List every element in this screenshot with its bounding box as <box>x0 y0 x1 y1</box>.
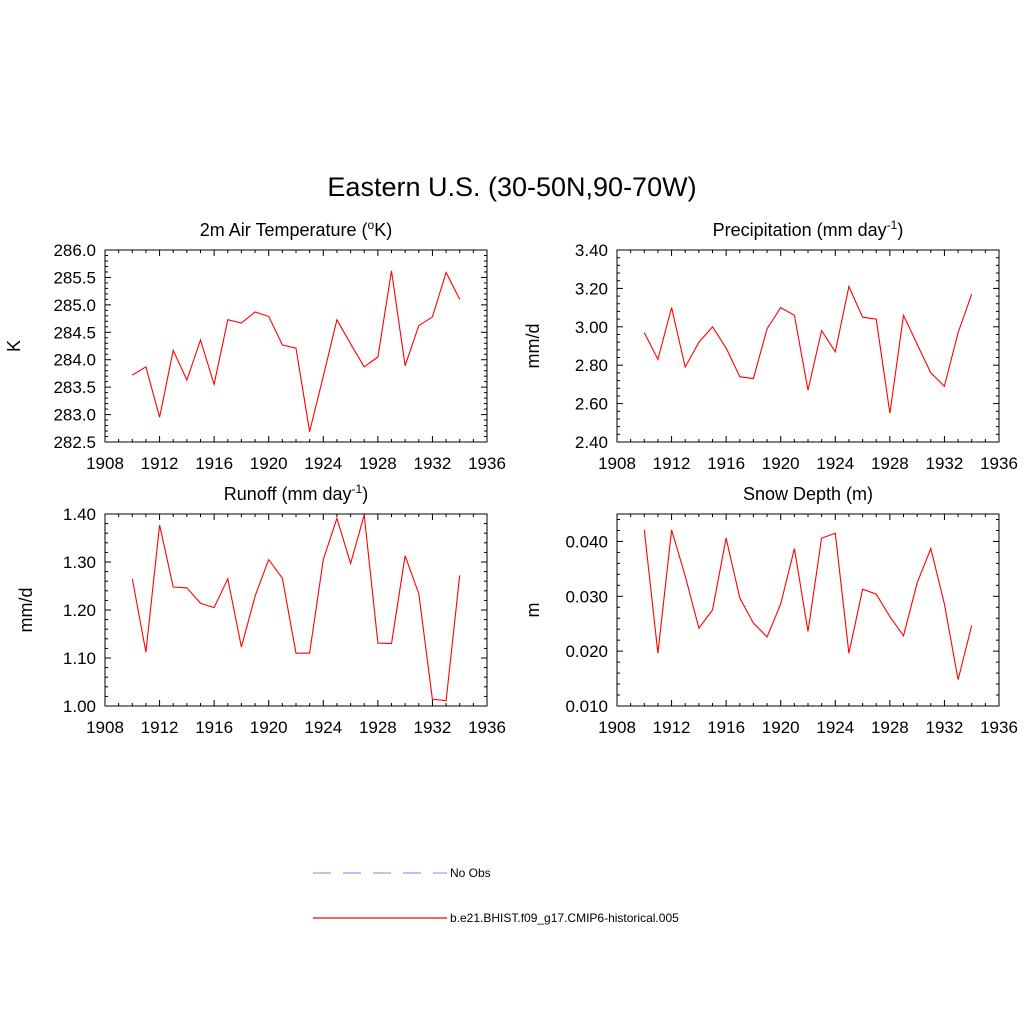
y-axis-label: mm/d <box>523 324 543 369</box>
y-tick-label: 0.020 <box>565 642 608 661</box>
x-tick-label: 1920 <box>250 454 288 473</box>
y-tick-label: 1.20 <box>63 601 96 620</box>
panels: 1908 1912 1916 1920 1924 1928 1932 1936 282.5 283… <box>4 218 1018 737</box>
y-tick-label: 3.20 <box>575 279 608 298</box>
x-tick-label: 1912 <box>653 718 691 737</box>
y-tick-label: 285.0 <box>53 296 96 315</box>
x-tick-label: 1932 <box>926 454 964 473</box>
x-tick-label: 1916 <box>707 718 745 737</box>
x-tick-label: 1924 <box>304 454 342 473</box>
series-line <box>643 284 973 414</box>
x-tick-label: 1920 <box>762 454 800 473</box>
legend-label-no-obs: No Obs <box>450 866 491 880</box>
figure-title: Eastern U.S. (30-50N,90-70W) <box>327 172 696 202</box>
x-tick-label: 1908 <box>86 454 124 473</box>
x-tick-label: 1936 <box>980 718 1018 737</box>
y-tick-label: 282.5 <box>53 433 96 452</box>
x-tick-label: 1916 <box>195 454 233 473</box>
y-axis-label: K <box>4 340 24 352</box>
x-tick-label: 1908 <box>598 454 636 473</box>
chart-panel-3: 1908 1912 1916 1920 1924 1928 1932 1936 1.00 1.10… <box>16 482 506 737</box>
panel-title-main: 2m Air Temperature ( <box>200 220 368 240</box>
x-tick-label: 1912 <box>141 454 179 473</box>
y-tick-label: 1.40 <box>63 505 96 524</box>
y-tick-label: 0.010 <box>565 697 608 716</box>
x-tick-label: 1920 <box>762 718 800 737</box>
panel-title: 2m Air Temperature (oK) <box>200 218 392 240</box>
x-tick-label: 1936 <box>980 454 1018 473</box>
x-tick-label: 1936 <box>468 454 506 473</box>
panel-title-superscript: -1 <box>352 482 363 496</box>
y-tick-label: 0.030 <box>565 587 608 606</box>
panel-title-main: Runoff (mm day <box>224 484 352 504</box>
x-tick-label: 1932 <box>414 454 452 473</box>
y-tick-label: 2.60 <box>575 395 608 414</box>
y-tick-label: 284.5 <box>53 323 96 342</box>
y-tick-label: 0.040 <box>565 532 608 551</box>
panel-title-end: K) <box>374 220 392 240</box>
panel-title: Precipitation (mm day-1) <box>713 218 904 240</box>
x-tick-label: 1928 <box>359 718 397 737</box>
x-tick-label: 1912 <box>653 454 691 473</box>
x-tick-label: 1916 <box>195 718 233 737</box>
panel-title-main: Precipitation (mm day <box>713 220 887 240</box>
x-tick-label: 1928 <box>871 718 909 737</box>
panel-title-main: Snow Depth (m) <box>743 484 873 504</box>
x-tick-label: 1920 <box>250 718 288 737</box>
x-tick-label: 1908 <box>598 718 636 737</box>
panel-title: Runoff (mm day-1) <box>224 482 368 504</box>
panel-title-superscript: o <box>368 218 375 232</box>
y-tick-label: 2.80 <box>575 356 608 375</box>
y-axis-label: m <box>523 603 543 618</box>
y-tick-label: 3.00 <box>575 318 608 337</box>
series-line <box>131 514 461 702</box>
panel-title-end: ) <box>897 220 903 240</box>
y-tick-label: 1.10 <box>63 649 96 668</box>
x-tick-label: 1908 <box>86 718 124 737</box>
x-tick-label: 1912 <box>141 718 179 737</box>
x-tick-label: 1928 <box>359 454 397 473</box>
panel-title: Snow Depth (m) <box>743 484 873 504</box>
x-tick-label: 1932 <box>414 718 452 737</box>
chart-panel-1: 1908 1912 1916 1920 1924 1928 1932 1936 282.5 283… <box>4 218 506 473</box>
panel-title-superscript: -1 <box>887 218 898 232</box>
x-tick-label: 1932 <box>926 718 964 737</box>
chart-panel-4: 1908 1912 1916 1920 1924 1928 1932 1936 0.010 0.0… <box>523 484 1018 737</box>
x-tick-label: 1924 <box>816 718 854 737</box>
y-tick-label: 283.0 <box>53 406 96 425</box>
y-tick-label: 2.40 <box>575 433 608 452</box>
x-tick-label: 1936 <box>468 718 506 737</box>
series-line <box>643 529 973 680</box>
chart-panel-2: 1908 1912 1916 1920 1924 1928 1932 1936 2.40 2.60… <box>523 218 1018 473</box>
x-tick-label: 1924 <box>304 718 342 737</box>
legend-label-model: b.e21.BHIST.f09_g17.CMIP6-historical.005 <box>450 911 679 925</box>
x-tick-label: 1916 <box>707 454 745 473</box>
panel-title-end: ) <box>362 484 368 504</box>
x-tick-label: 1928 <box>871 454 909 473</box>
y-tick-label: 284.0 <box>53 351 96 370</box>
y-tick-label: 286.0 <box>53 241 96 260</box>
y-axis-label: mm/d <box>16 588 36 633</box>
y-tick-label: 285.5 <box>53 268 96 287</box>
y-tick-label: 1.30 <box>63 553 96 572</box>
x-tick-label: 1924 <box>816 454 854 473</box>
y-tick-label: 3.40 <box>575 241 608 260</box>
legend: No Obs b.e21.BHIST.f09_g17.CMIP6-histori… <box>313 866 679 925</box>
y-tick-label: 1.00 <box>63 697 96 716</box>
y-tick-label: 283.5 <box>53 378 96 397</box>
series-line <box>132 270 461 432</box>
